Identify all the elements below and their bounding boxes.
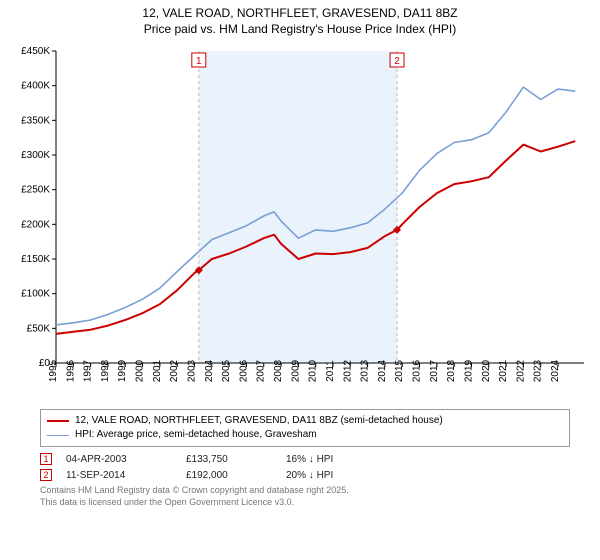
svg-text:2000: 2000	[135, 360, 146, 383]
transaction-marker: 1	[40, 453, 52, 465]
chart-area: £0£50K£100K£150K£200K£250K£300K£350K£400…	[10, 43, 590, 403]
svg-text:£100K: £100K	[21, 289, 50, 300]
svg-text:1996: 1996	[65, 360, 76, 383]
svg-text:2023: 2023	[533, 360, 544, 383]
chart-container: 12, VALE ROAD, NORTHFLEET, GRAVESEND, DA…	[0, 0, 600, 560]
svg-text:1997: 1997	[83, 360, 94, 383]
svg-text:2003: 2003	[186, 360, 197, 383]
transaction-row: 1 04-APR-2003£133,75016% ↓ HPI	[40, 453, 570, 465]
svg-text:1: 1	[196, 56, 202, 67]
svg-text:1995: 1995	[48, 360, 59, 383]
transaction-marker: 2	[40, 469, 52, 481]
svg-text:£300K: £300K	[21, 150, 50, 161]
svg-text:1999: 1999	[117, 360, 128, 383]
attribution-line: Contains HM Land Registry data © Crown c…	[40, 485, 570, 497]
legend: 12, VALE ROAD, NORTHFLEET, GRAVESEND, DA…	[40, 409, 570, 447]
svg-text:2019: 2019	[463, 360, 474, 383]
legend-swatch	[47, 435, 69, 436]
svg-text:2020: 2020	[481, 360, 492, 383]
svg-text:2015: 2015	[394, 360, 405, 383]
svg-text:2005: 2005	[221, 360, 232, 383]
svg-text:2006: 2006	[238, 360, 249, 383]
svg-text:2013: 2013	[360, 360, 371, 383]
svg-text:2016: 2016	[412, 360, 423, 383]
svg-text:2001: 2001	[152, 360, 163, 383]
transaction-hpi-diff: 20% ↓ HPI	[286, 470, 386, 481]
legend-item: HPI: Average price, semi-detached house,…	[47, 428, 563, 442]
svg-text:2024: 2024	[550, 360, 561, 383]
svg-text:2010: 2010	[308, 360, 319, 383]
svg-text:2011: 2011	[325, 360, 336, 382]
transaction-price: £192,000	[186, 470, 286, 481]
legend-label: 12, VALE ROAD, NORTHFLEET, GRAVESEND, DA…	[75, 414, 443, 428]
svg-text:£250K: £250K	[21, 185, 50, 196]
svg-text:2007: 2007	[256, 360, 267, 383]
svg-text:2008: 2008	[273, 360, 284, 383]
svg-text:£400K: £400K	[21, 81, 50, 92]
transaction-table: 1 04-APR-2003£133,75016% ↓ HPI 2 11-SEP-201…	[40, 453, 570, 481]
svg-text:2009: 2009	[290, 360, 301, 383]
svg-text:£200K: £200K	[21, 220, 50, 231]
transaction-date: 11-SEP-2014	[66, 470, 186, 481]
svg-text:2: 2	[394, 56, 400, 67]
svg-text:2004: 2004	[204, 360, 215, 383]
title-address: 12, VALE ROAD, NORTHFLEET, GRAVESEND, DA…	[10, 6, 590, 22]
svg-text:2002: 2002	[169, 360, 180, 383]
svg-text:2012: 2012	[342, 360, 353, 383]
svg-text:2014: 2014	[377, 360, 388, 383]
transaction-price: £133,750	[186, 454, 286, 465]
svg-text:1998: 1998	[100, 360, 111, 383]
svg-text:£350K: £350K	[21, 116, 50, 127]
attribution-line: This data is licensed under the Open Gov…	[40, 497, 570, 509]
legend-label: HPI: Average price, semi-detached house,…	[75, 428, 317, 442]
transaction-hpi-diff: 16% ↓ HPI	[286, 454, 386, 465]
svg-text:2021: 2021	[498, 360, 509, 383]
legend-item: 12, VALE ROAD, NORTHFLEET, GRAVESEND, DA…	[47, 414, 563, 428]
attribution: Contains HM Land Registry data © Crown c…	[40, 485, 570, 508]
svg-text:£450K: £450K	[21, 46, 50, 57]
svg-text:2022: 2022	[515, 360, 526, 383]
svg-text:£50K: £50K	[27, 324, 51, 335]
title-block: 12, VALE ROAD, NORTHFLEET, GRAVESEND, DA…	[0, 0, 600, 39]
transaction-row: 2 11-SEP-2014£192,00020% ↓ HPI	[40, 469, 570, 481]
svg-text:£150K: £150K	[21, 254, 50, 265]
title-subtitle: Price paid vs. HM Land Registry's House …	[10, 22, 590, 38]
transaction-date: 04-APR-2003	[66, 454, 186, 465]
svg-text:2018: 2018	[446, 360, 457, 383]
svg-text:2017: 2017	[429, 360, 440, 383]
legend-swatch	[47, 420, 69, 422]
chart-svg: £0£50K£100K£150K£200K£250K£300K£350K£400…	[10, 43, 590, 403]
